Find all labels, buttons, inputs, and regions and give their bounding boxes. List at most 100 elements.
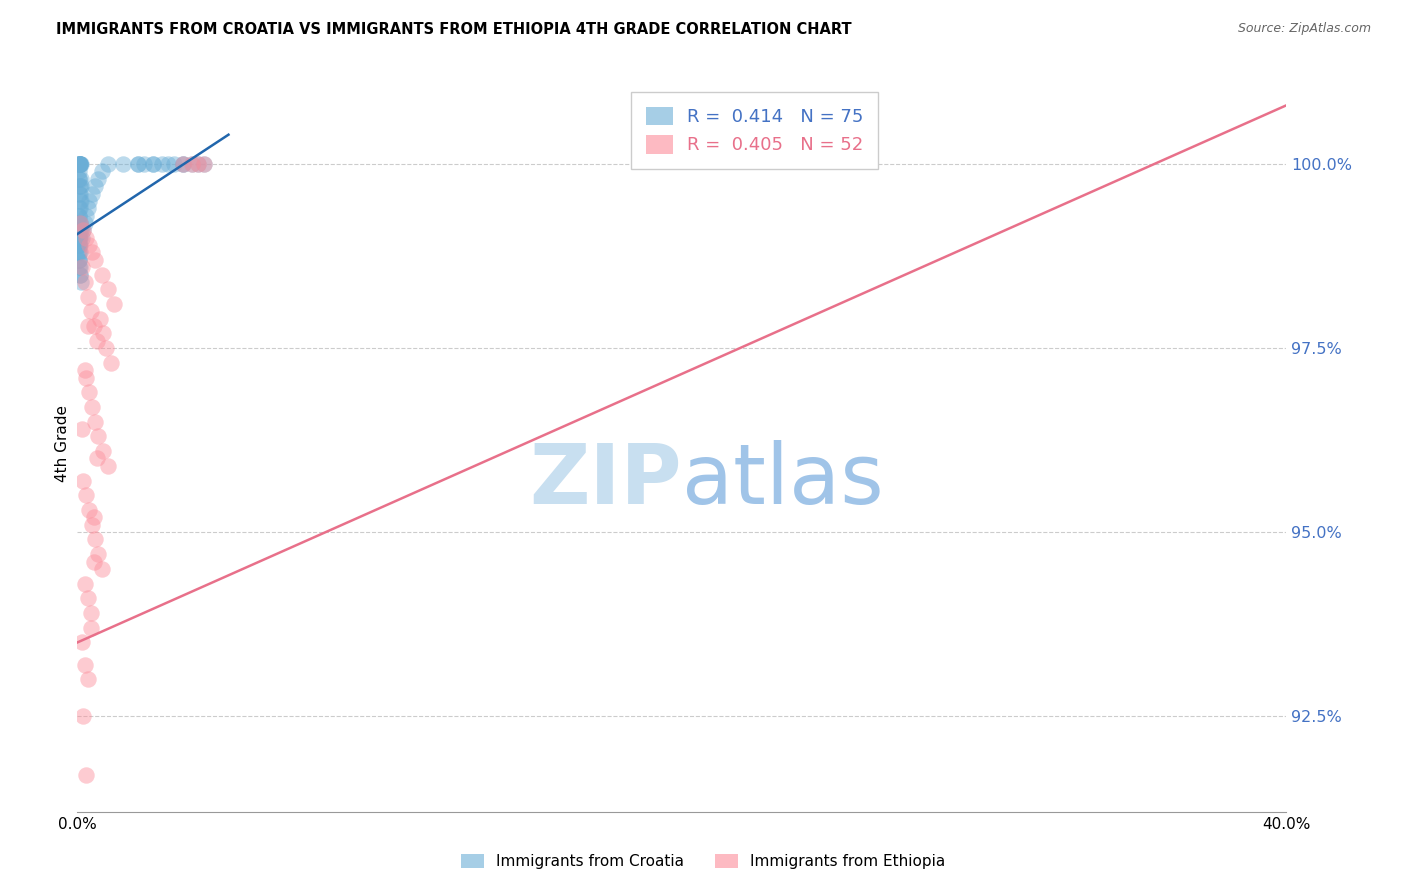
Point [67,209,90,223]
Point [96,157,118,171]
Point [69,157,91,171]
Point [80,621,103,635]
Point [72,709,94,723]
Point [75,209,97,223]
Point [67,230,90,244]
Point [79,503,101,517]
Point [163,157,186,171]
Point [69,157,91,171]
Point [69,260,91,275]
Point [70,223,93,237]
Point [72,223,94,237]
Point [67,252,90,267]
Point [69,223,91,237]
Point [172,157,194,171]
Point [75,230,97,244]
Point [89,311,111,326]
Point [94,341,117,355]
Point [67,171,90,186]
Point [67,186,90,201]
Point [84,179,107,194]
Point [69,268,91,282]
Point [69,230,91,244]
Point [103,297,125,311]
Point [69,186,91,201]
Point [67,157,90,171]
Point [72,474,94,488]
Point [193,157,215,171]
Point [83,510,105,524]
Point [187,157,209,171]
Point [187,157,209,171]
Point [73,216,96,230]
Point [77,201,100,215]
Point [91,444,114,458]
Point [82,400,104,414]
Point [69,216,91,230]
Point [69,268,91,282]
Point [73,363,96,377]
Point [69,201,91,215]
Point [80,606,103,620]
Point [82,517,104,532]
Point [90,268,112,282]
Point [70,179,93,194]
Point [132,157,155,171]
Point [84,252,107,267]
Point [69,157,91,171]
Point [157,157,180,171]
Point [69,201,91,215]
Point [72,223,94,237]
Point [127,157,149,171]
Point [67,245,90,260]
Point [75,370,97,384]
Point [69,238,91,252]
Point [73,657,96,672]
Point [67,216,90,230]
Point [69,157,91,171]
Point [96,282,118,296]
Point [87,429,110,443]
Point [142,157,165,171]
Point [79,238,101,252]
Point [172,157,194,171]
Point [69,216,91,230]
Point [193,157,215,171]
Point [91,326,114,341]
Point [69,171,91,186]
Point [67,223,90,237]
Point [79,385,101,400]
Point [87,547,110,561]
Point [87,171,110,186]
Point [96,458,118,473]
Point [69,245,91,260]
Point [150,157,173,171]
Point [77,672,100,686]
Point [69,194,91,208]
Point [127,157,149,171]
Point [73,576,96,591]
Legend: Immigrants from Croatia, Immigrants from Ethiopia: Immigrants from Croatia, Immigrants from… [456,848,950,875]
Point [67,252,90,267]
Point [172,157,194,171]
Point [69,216,91,230]
Point [67,209,90,223]
Point [142,157,165,171]
Point [67,157,90,171]
Y-axis label: 4th Grade: 4th Grade [55,405,70,483]
Point [69,157,91,171]
Point [90,562,112,576]
Point [67,238,90,252]
Point [90,164,112,178]
Point [111,157,134,171]
Point [83,318,105,333]
Point [69,179,91,194]
Point [82,245,104,260]
Point [79,194,101,208]
Point [67,157,90,171]
Point [69,157,91,171]
Point [70,157,93,171]
Text: Source: ZipAtlas.com: Source: ZipAtlas.com [1237,22,1371,36]
Point [69,230,91,244]
Point [77,318,100,333]
